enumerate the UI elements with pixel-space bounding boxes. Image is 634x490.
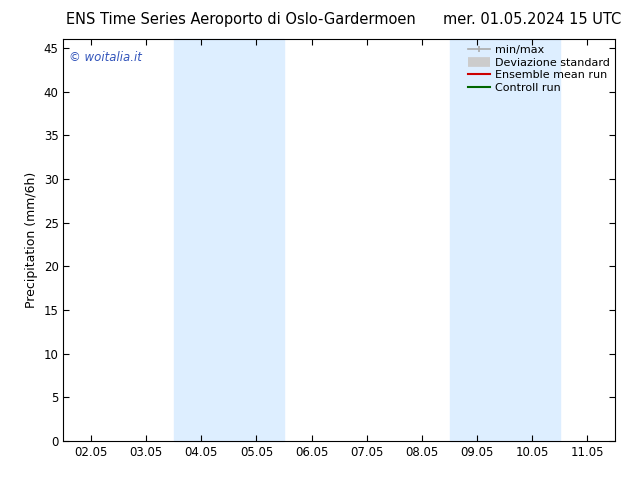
Bar bbox=[450, 39, 560, 441]
Legend: min/max, Deviazione standard, Ensemble mean run, Controll run: min/max, Deviazione standard, Ensemble m… bbox=[465, 43, 612, 96]
Text: mer. 01.05.2024 15 UTC: mer. 01.05.2024 15 UTC bbox=[443, 12, 621, 27]
Bar bbox=[174, 39, 284, 441]
Text: © woitalia.it: © woitalia.it bbox=[69, 51, 142, 64]
Y-axis label: Precipitation (mm/6h): Precipitation (mm/6h) bbox=[25, 172, 38, 308]
Text: ENS Time Series Aeroporto di Oslo-Gardermoen: ENS Time Series Aeroporto di Oslo-Garder… bbox=[66, 12, 416, 27]
